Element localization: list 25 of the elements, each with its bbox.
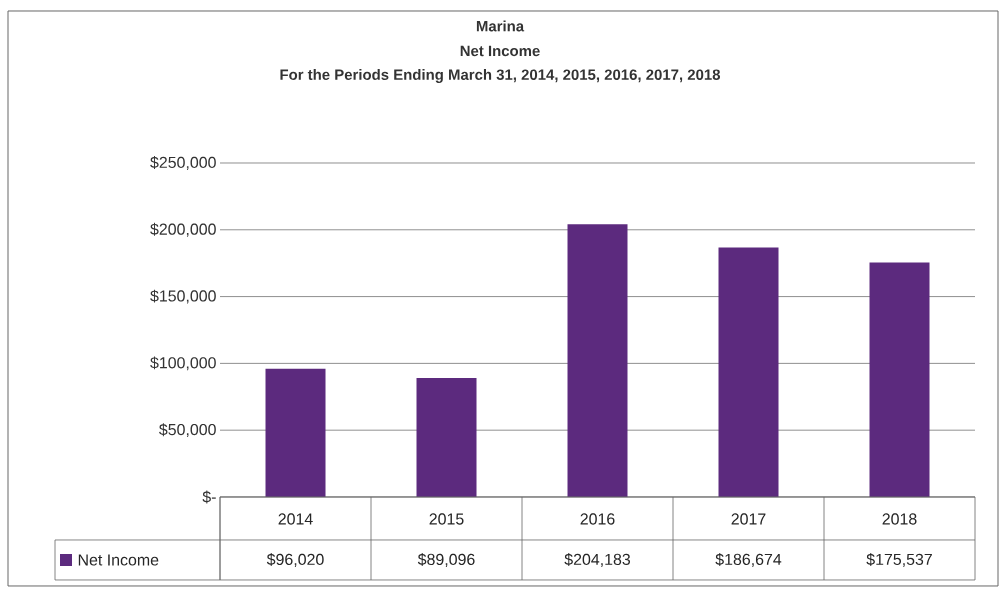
- y-tick-label: $50,000: [159, 423, 216, 438]
- bar: [265, 368, 326, 497]
- data-label: $175,537: [866, 553, 932, 567]
- y-tick-label: $100,000: [150, 356, 216, 371]
- y-tick-label: $200,000: [150, 222, 216, 237]
- data-label: $186,674: [715, 553, 782, 567]
- bar: [567, 224, 628, 497]
- x-tick-label: 2014: [278, 513, 313, 525]
- x-tick-label: 2016: [580, 513, 615, 525]
- legend-label: Net Income: [78, 554, 159, 566]
- y-tick-label: $250,000: [150, 156, 216, 170]
- chart-subtitle: Net Income: [460, 45, 540, 57]
- data-label: $89,096: [417, 553, 475, 567]
- text: For the Periods Ending March 31, 2014, 2015, 2016, 2017, 2018: [280, 68, 721, 83]
- x-tick-label: 2017: [731, 513, 766, 525]
- x-tick-label: 2018: [882, 513, 917, 525]
- bar: [718, 247, 779, 497]
- data-label: $96,020: [266, 553, 324, 567]
- data-label: $204,183: [564, 553, 631, 567]
- y-tick-label: $-: [202, 490, 216, 504]
- bar: [869, 262, 930, 497]
- y-tick-label: $150,000: [150, 289, 216, 304]
- x-tick-label: 2015: [429, 513, 464, 525]
- bar: [416, 377, 477, 497]
- chart-title: Marina: [476, 20, 525, 32]
